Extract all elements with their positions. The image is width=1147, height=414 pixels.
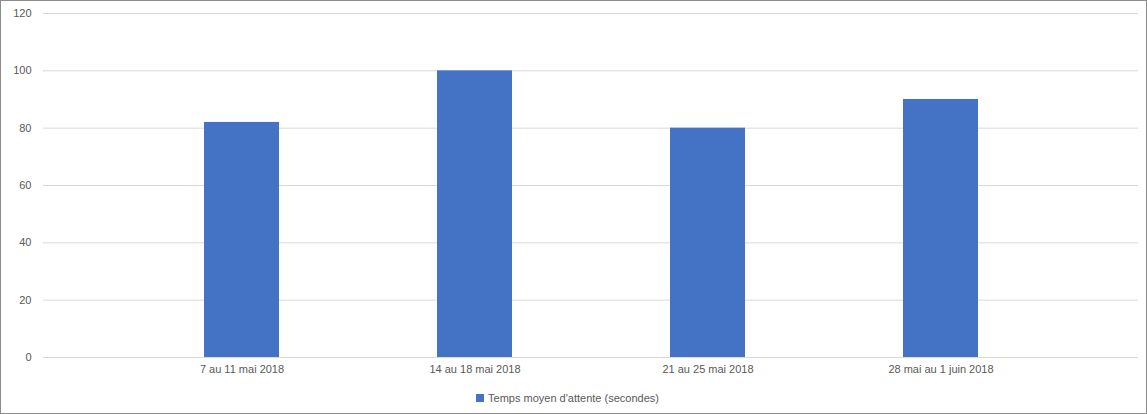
svg-text:120: 120 — [13, 7, 31, 19]
svg-text:21 au 25 mai 2018: 21 au 25 mai 2018 — [662, 363, 753, 375]
svg-text:100: 100 — [13, 64, 31, 76]
svg-text:60: 60 — [19, 179, 31, 191]
svg-text:40: 40 — [19, 236, 31, 248]
svg-text:0: 0 — [25, 351, 31, 363]
svg-text:14 au 18 mai 2018: 14 au 18 mai 2018 — [429, 363, 520, 375]
html-text:Temps moyen d'attente (seconde: Temps moyen d'attente (secondes) — [488, 392, 659, 404]
svg-text:7 au 11 mai 2018: 7 au 11 mai 2018 — [200, 363, 284, 375]
svg-text:28 mai au 1 juin 2018: 28 mai au 1 juin 2018 — [888, 363, 993, 375]
svg-text:20: 20 — [19, 294, 31, 306]
svg-text:80: 80 — [19, 122, 31, 134]
